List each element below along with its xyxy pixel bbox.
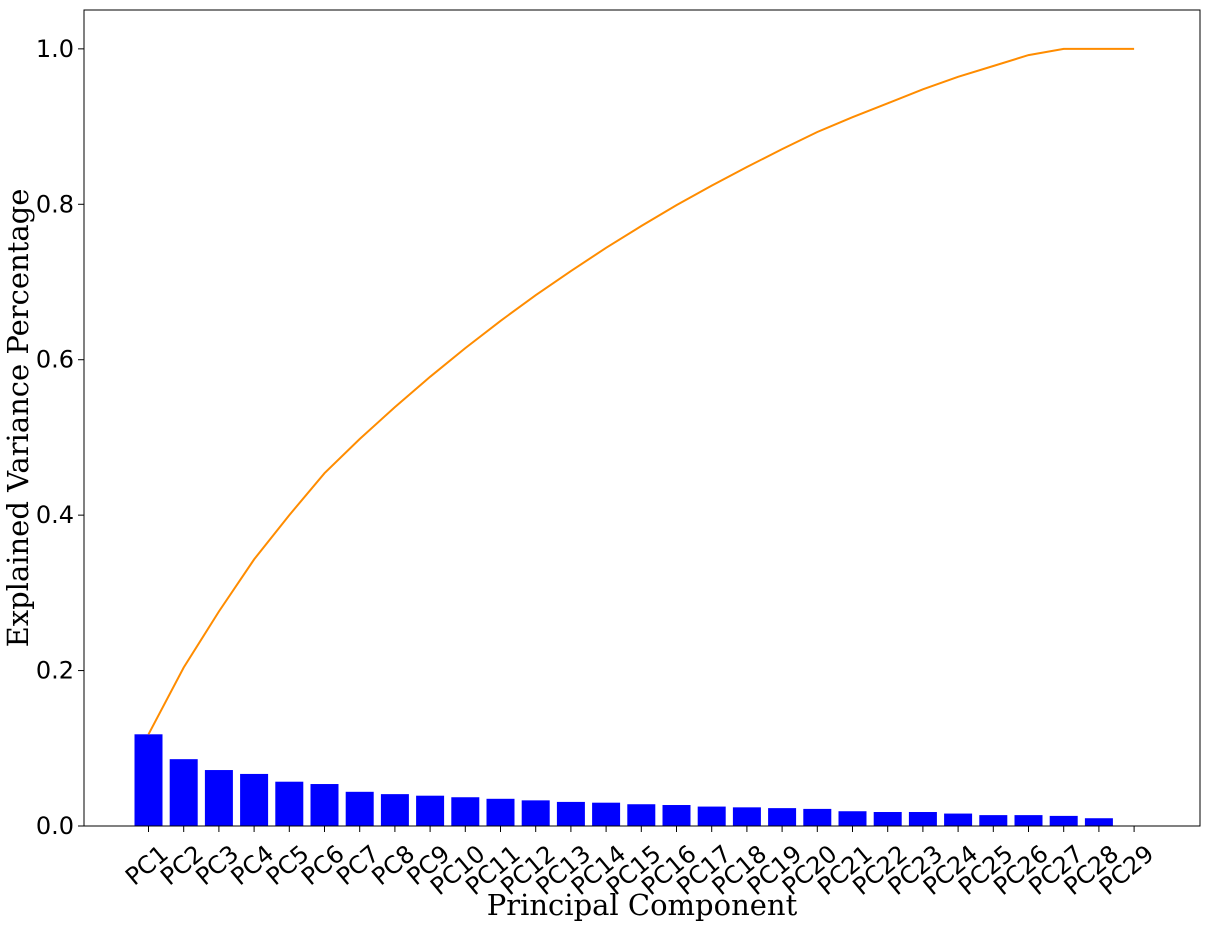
y-axis-ticks: 0.0 0.2 0.4 0.6 0.8 1.0: [36, 35, 84, 840]
bar-pc15: [627, 804, 656, 826]
bar-pc1: [134, 734, 163, 826]
bar-pc24: [944, 813, 973, 826]
bar-pc22: [873, 812, 902, 826]
bar-pc18: [732, 807, 761, 826]
bar-pc23: [908, 812, 937, 826]
bar-pc10: [451, 797, 480, 826]
bar-pc5: [275, 781, 304, 826]
y-tick-label: 1.0: [36, 35, 74, 63]
bar-pc13: [556, 801, 585, 826]
bar-pc11: [486, 798, 515, 826]
bar-pc3: [204, 770, 233, 826]
y-tick-label: 0.4: [36, 501, 74, 529]
bar-pc9: [416, 795, 445, 826]
y-tick-label: 0.2: [36, 657, 74, 685]
bar-pc20: [803, 808, 832, 826]
y-tick-label: 0.6: [36, 346, 74, 374]
bar-pc2: [169, 759, 198, 826]
bar-pc28: [1084, 818, 1113, 826]
cumulative-variance-line: [147, 47, 1135, 735]
bar-pc26: [1014, 815, 1043, 826]
bar-pc7: [345, 791, 374, 826]
cumulative-line-series: [147, 47, 1135, 735]
bar-series: [134, 734, 1113, 826]
bar-pc25: [979, 815, 1008, 826]
bar-pc17: [697, 806, 726, 826]
y-tick-label: 0.8: [36, 190, 74, 218]
y-axis-label: Explained Variance Percentage: [1, 189, 35, 648]
bar-pc4: [240, 773, 269, 826]
x-axis-label: Principal Component: [487, 888, 798, 922]
bar-pc27: [1049, 815, 1078, 826]
bar-pc16: [662, 805, 691, 826]
bar-pc8: [380, 794, 409, 826]
bar-pc14: [592, 802, 621, 826]
bar-pc19: [768, 808, 797, 826]
bar-pc6: [310, 784, 339, 826]
bar-pc12: [521, 800, 550, 826]
bar-pc21: [838, 811, 867, 826]
plot-frame: [83, 9, 1201, 827]
y-tick-label: 0.0: [36, 812, 74, 840]
